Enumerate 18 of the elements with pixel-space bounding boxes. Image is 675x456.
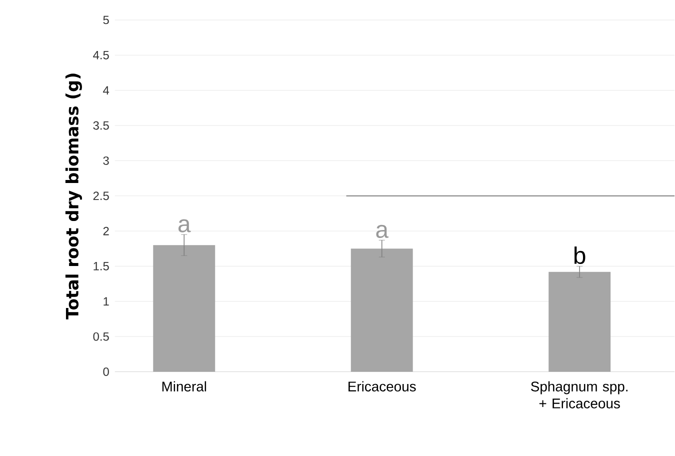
annotation: a — [376, 225, 388, 238]
x-tick-label: Ericaceous — [348, 381, 416, 392]
y-tick-label: 4 — [103, 86, 110, 95]
y-tick-label: 1.5 — [94, 262, 109, 271]
y-tick-label: 3.5 — [93, 121, 109, 130]
y-tick-label: 5 — [103, 16, 109, 24]
annotation: b — [574, 246, 586, 264]
y-axis-title: Total root dry biomass (g) — [65, 74, 82, 320]
y-tick-label: 2.5 — [93, 192, 109, 200]
y-tick-label: 0.5 — [93, 332, 109, 341]
y-tick-label: 0 — [103, 368, 109, 376]
y-tick-label: 2 — [103, 227, 109, 236]
y-tick-label: 4.5 — [93, 51, 109, 60]
y-tick-label: 1 — [104, 297, 109, 306]
annotation: a — [178, 219, 191, 233]
x-tick-label: Mineral — [162, 381, 206, 392]
x-tick-label: Sphagnum spp. + Ericaceous — [531, 381, 628, 409]
y-tick-label: 3 — [103, 156, 109, 166]
